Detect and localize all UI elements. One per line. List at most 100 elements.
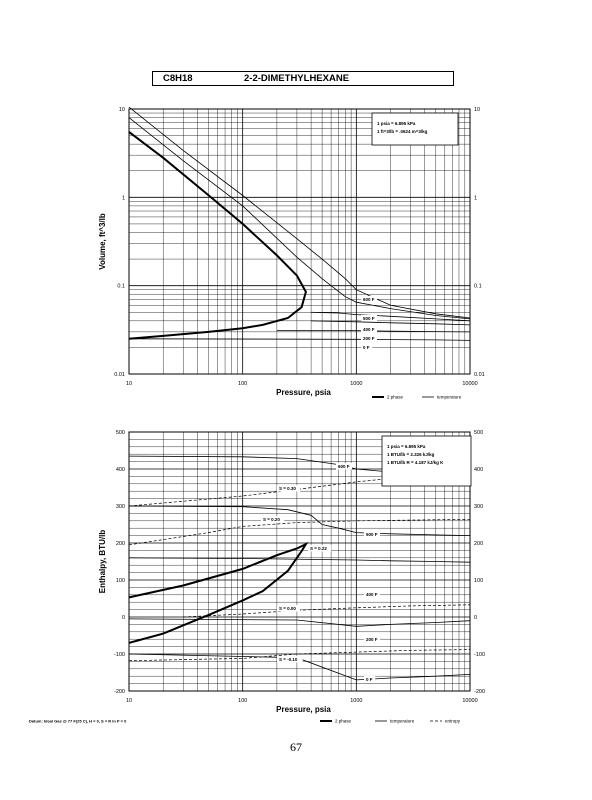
chemical-formula: C8H18 [163,73,193,84]
y-tick-label: 400 [116,467,125,473]
y-axis-label: Enthalpy, BTU/lb [98,530,107,594]
x-tick-label: 1000 [350,698,362,704]
conversion-text: 1 BTU/lb R = 4.187 kJ/kg K [387,460,444,465]
two-phase-curve [128,541,309,644]
two-phase-curve [128,131,307,340]
curve-label: 600 F [338,464,350,469]
conversion-box [371,112,459,146]
y-tick-label-right: -100 [474,652,485,658]
x-tick-label: 100 [238,381,247,387]
curve-label: 400 F [366,592,378,597]
curve-label-bg [277,656,303,663]
y-tick-label: -200 [114,689,125,695]
curve-label-bg [261,516,285,523]
curve-label-bg [364,676,376,683]
curve-label-bg [361,315,377,322]
x-axis-label: Pressure, psia [276,705,331,714]
curve-label: 200 F [363,336,375,341]
chart-title-box: C8H18 2-2-DIMETHYLHEXANE [152,71,454,86]
x-tick-label: 100 [238,698,247,704]
isotherm-line [128,505,471,536]
legend-label: 2 phase [335,719,352,724]
conversion-text: 1 ft^3/lb = .0624 m^3/kg [377,129,428,134]
curve-label: S = 0.00 [279,606,296,611]
y-tick-label: 0 [122,615,125,621]
y-tick-label: 200 [116,541,125,547]
entropy-line [128,649,471,662]
page-number: 67 [290,740,302,754]
curve-label: 0 F [363,345,370,350]
curve-label-bg [361,335,377,342]
conversion-text: 1 psia = 6.895 kPa [387,444,426,449]
curve-label: S = 0.22 [310,546,327,551]
y-tick-label-right: 10 [474,107,480,113]
x-tick-label: 10000 [462,381,477,387]
isotherm-line [128,618,471,627]
curve-label-bg [364,531,380,538]
x-axis-label: Pressure, psia [276,388,331,397]
curve-label: S = 0.20 [263,517,280,522]
y-tick-label: 0.01 [114,372,125,378]
entropy-line [183,604,471,618]
y-tick-label-right: 400 [474,467,483,473]
curve-label-bg [277,485,301,492]
chart-1 [128,106,471,398]
plot-frame [128,431,471,692]
entropy-line [128,470,471,507]
curve-label-bg [361,344,373,351]
x-tick-label: 10000 [462,698,477,704]
curve-label: 500 F [366,532,378,537]
curve-label: 0 F [366,677,373,682]
y-tick-label: 0.1 [117,284,125,290]
y-tick-label: 1 [122,195,125,201]
curve-label-bg [361,296,377,303]
datum-footnote: Datum: Ideal Gas @ 77 F(25 C), H = 0, S … [29,719,127,724]
chemical-name: 2-2-DIMETHYLHEXANE [244,73,350,84]
x-tick-label: 10 [126,698,132,704]
legend-label: entropy [445,719,461,724]
isotherm-line [128,106,471,319]
y-axis-label: Volume, ft^3/lb [98,213,107,270]
y-tick-label-right: 0 [474,615,477,621]
y-tick-label: 500 [116,430,125,436]
curve-label: 200 F [366,637,378,642]
curve-label: 500 F [363,316,375,321]
conversion-text: 1 BTU/lb = 2.326 kJ/kg [387,452,435,457]
isotherm-line [128,338,471,341]
x-tick-label: 10 [126,381,132,387]
entropy-line [128,518,471,546]
y-tick-label: 300 [116,504,125,510]
x-tick-label: 1000 [350,381,362,387]
y-tick-label: 100 [116,578,125,584]
curve-label-bg [361,326,377,333]
y-tick-label: 10 [119,107,125,113]
y-tick-label-right: 100 [474,578,483,584]
legend-label: temperature [390,719,415,724]
curve-label: 600 F [363,297,375,302]
plot-frame [128,108,471,375]
y-tick-label-right: 1 [474,195,477,201]
curve-label-bg [364,591,380,598]
legend-label: 2 phase [387,395,404,400]
y-tick-label-right: 0.1 [474,284,482,290]
isotherm-line [311,320,471,326]
curve-label: S = -0.10 [279,657,298,662]
y-tick-label-right: 0.01 [474,372,485,378]
y-tick-label-right: 300 [474,504,483,510]
conversion-text: 1 psia = 6.895 kPa [377,121,416,126]
curve-label-bg [277,605,301,612]
curve-label: 400 F [363,327,375,332]
isotherm-line [128,557,471,563]
legend-label: temperature [437,395,462,400]
y-tick-label-right: -200 [474,689,485,695]
curve-label-bg [364,636,380,643]
y-tick-label-right: 500 [474,430,483,436]
curve-label-bg [336,463,352,470]
conversion-box [381,435,472,487]
isotherm-line [128,117,471,320]
curve-label-bg [308,545,332,552]
y-tick-label: -100 [114,652,125,658]
curve-label: S = 0.30 [279,486,296,491]
y-tick-label-right: 200 [474,541,483,547]
